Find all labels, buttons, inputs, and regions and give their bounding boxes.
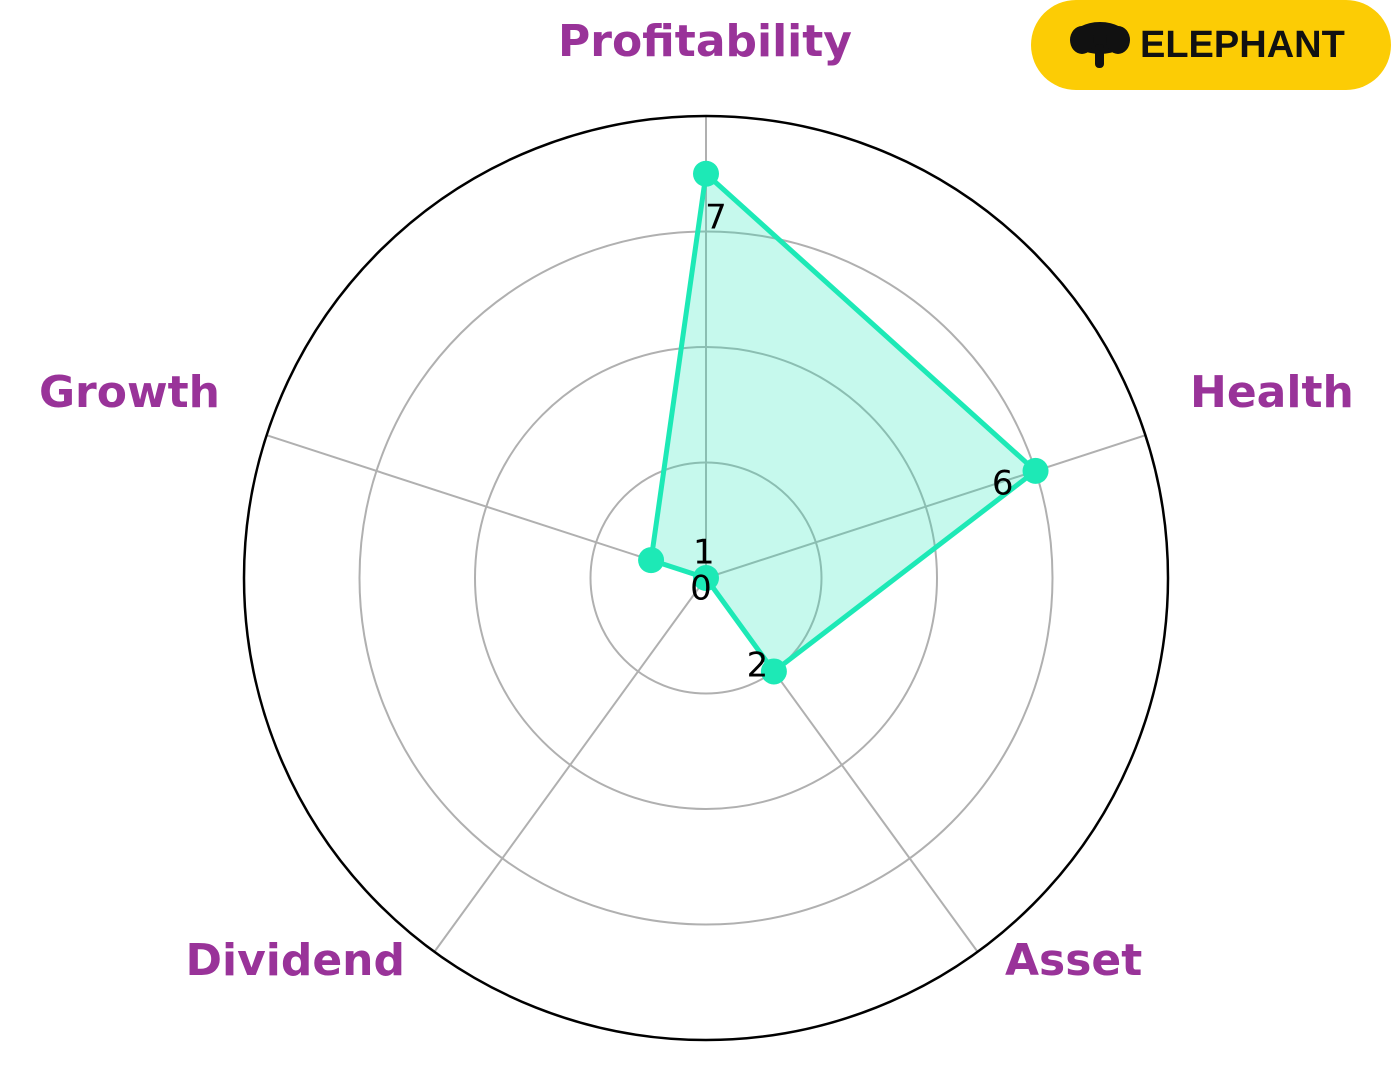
data-point [1022,457,1049,484]
logo-text: ELEPHANT [1140,24,1345,66]
category-label: Asset [1005,935,1142,986]
value-label: 1 [693,533,715,573]
outer-ring [242,114,1170,1042]
axis-spoke [705,434,1146,579]
value-label: 0 [690,569,712,609]
data-point [693,565,719,591]
value-label: 7 [705,197,727,237]
data-point [693,160,719,187]
value-label: 6 [992,463,1014,503]
data-point [760,658,787,685]
category-label: Profitability [558,16,852,67]
axis-spoke [433,577,707,953]
radar-area [648,171,1039,674]
logo-badge [1031,0,1391,90]
category-label: Health [1190,367,1354,418]
category-label: Growth [39,367,220,418]
data-point [638,547,665,574]
value-label: 2 [747,646,769,686]
logo: ELEPHANT [1031,0,1391,90]
axis-spoke [266,434,707,579]
logo-icon [1070,22,1130,68]
plot-area: 7 6 201 Profitability Health Asset Dividend Gro… [39,16,1354,1042]
category-label: Dividend [185,935,405,986]
